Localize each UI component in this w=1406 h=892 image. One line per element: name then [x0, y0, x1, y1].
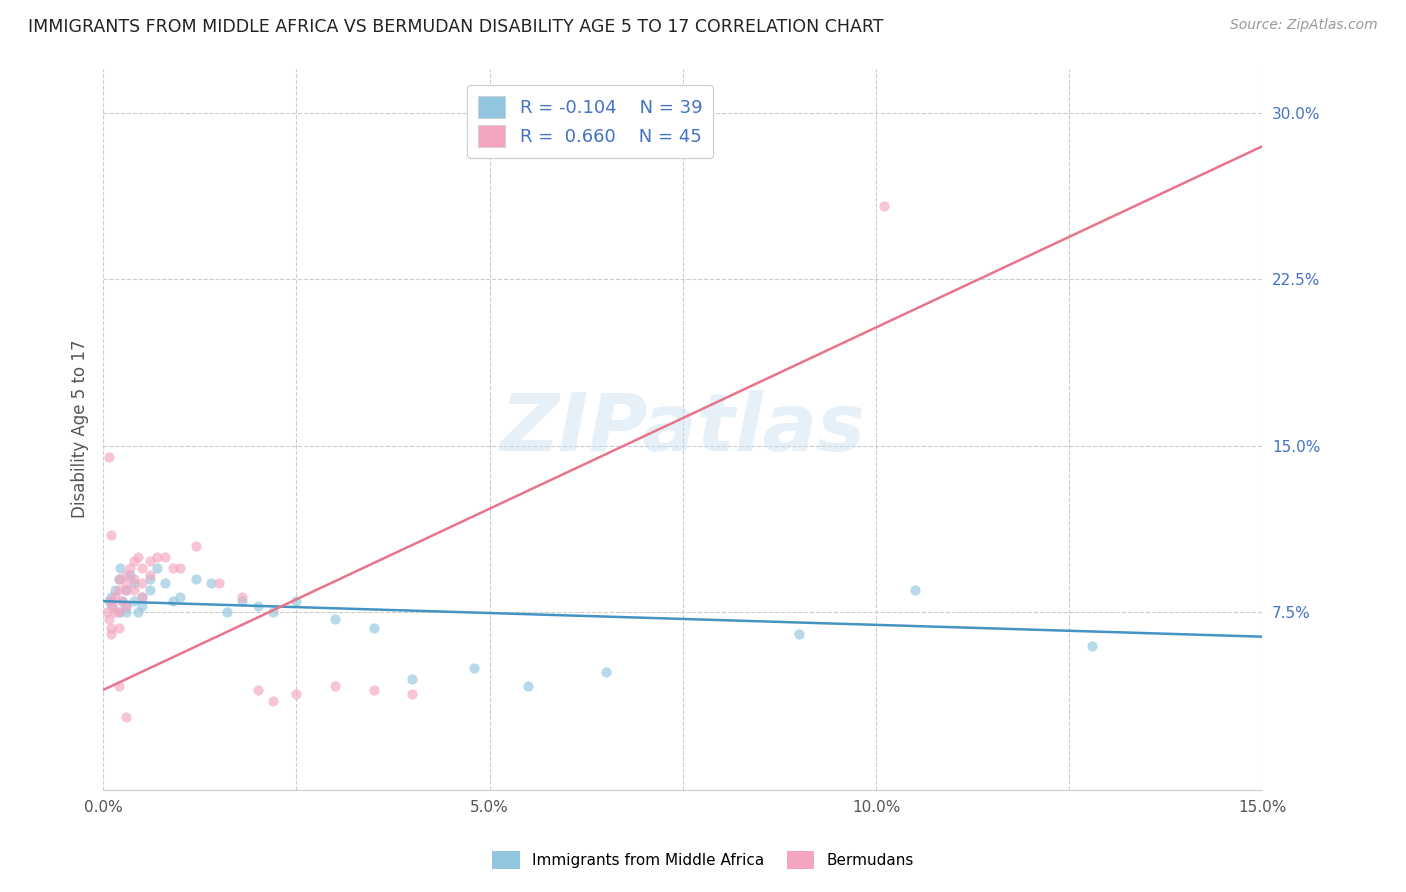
Point — [104, 605, 127, 619]
Point — [122, 576, 145, 591]
Point — [262, 605, 284, 619]
Point — [162, 594, 184, 608]
Point — [100, 627, 122, 641]
Point — [153, 576, 176, 591]
Point — [1081, 639, 1104, 653]
Point — [162, 561, 184, 575]
Point — [108, 561, 131, 575]
Point — [101, 599, 124, 613]
Point — [115, 709, 138, 723]
Point — [104, 590, 127, 604]
Point — [285, 594, 308, 608]
Point — [208, 576, 231, 591]
Point — [100, 594, 122, 608]
Point — [107, 572, 129, 586]
Point — [246, 599, 269, 613]
Point — [231, 594, 253, 608]
Text: ZIPatlas: ZIPatlas — [501, 390, 865, 468]
Point — [115, 583, 138, 598]
Point — [131, 599, 153, 613]
Point — [104, 583, 127, 598]
Point — [517, 679, 540, 693]
Text: IMMIGRANTS FROM MIDDLE AFRICA VS BERMUDAN DISABILITY AGE 5 TO 17 CORRELATION CHA: IMMIGRANTS FROM MIDDLE AFRICA VS BERMUDA… — [28, 18, 883, 36]
Point — [122, 554, 145, 568]
Point — [98, 450, 121, 464]
Point — [138, 567, 160, 582]
Point — [246, 683, 269, 698]
Point — [363, 683, 385, 698]
Point — [107, 679, 129, 693]
Point — [100, 621, 122, 635]
Point — [127, 549, 149, 564]
Point — [122, 594, 145, 608]
Point — [184, 539, 207, 553]
Point — [323, 612, 346, 626]
Point — [98, 594, 121, 608]
Point — [363, 621, 385, 635]
Point — [131, 561, 153, 575]
Point — [100, 527, 122, 541]
Point — [323, 679, 346, 693]
Point — [111, 594, 134, 608]
Legend: Immigrants from Middle Africa, Bermudans: Immigrants from Middle Africa, Bermudans — [486, 845, 920, 875]
Point — [101, 599, 124, 613]
Point — [215, 605, 238, 619]
Point — [401, 672, 423, 686]
Point — [120, 567, 142, 582]
Point — [153, 549, 176, 564]
Text: Source: ZipAtlas.com: Source: ZipAtlas.com — [1230, 18, 1378, 32]
Point — [138, 583, 160, 598]
Point — [131, 590, 153, 604]
Point — [115, 599, 138, 613]
Point — [131, 576, 153, 591]
Point — [169, 561, 191, 575]
Point — [122, 583, 145, 598]
Point — [138, 554, 160, 568]
Point — [169, 590, 191, 604]
Point — [200, 576, 222, 591]
Point — [98, 612, 121, 626]
Point — [115, 599, 138, 613]
Point — [127, 605, 149, 619]
Point — [285, 687, 308, 701]
Point — [904, 583, 927, 598]
Y-axis label: Disability Age 5 to 17: Disability Age 5 to 17 — [72, 340, 89, 518]
Point — [873, 199, 896, 213]
Point — [131, 590, 153, 604]
Point — [107, 583, 129, 598]
Point — [107, 605, 129, 619]
Point — [122, 572, 145, 586]
Legend: R = -0.104    N = 39, R =  0.660    N = 45: R = -0.104 N = 39, R = 0.660 N = 45 — [467, 85, 713, 158]
Point — [787, 627, 810, 641]
Point — [146, 561, 169, 575]
Point — [120, 561, 142, 575]
Point — [115, 605, 138, 619]
Point — [401, 687, 423, 701]
Point — [107, 605, 129, 619]
Point — [146, 549, 169, 564]
Point — [115, 583, 138, 598]
Point — [184, 572, 207, 586]
Point — [100, 590, 122, 604]
Point — [96, 605, 118, 619]
Point — [231, 590, 253, 604]
Point — [138, 572, 160, 586]
Point — [115, 576, 138, 591]
Point — [463, 661, 485, 675]
Point — [111, 594, 134, 608]
Point — [262, 694, 284, 708]
Point — [107, 621, 129, 635]
Point — [595, 665, 617, 680]
Point — [107, 572, 129, 586]
Point — [115, 567, 138, 582]
